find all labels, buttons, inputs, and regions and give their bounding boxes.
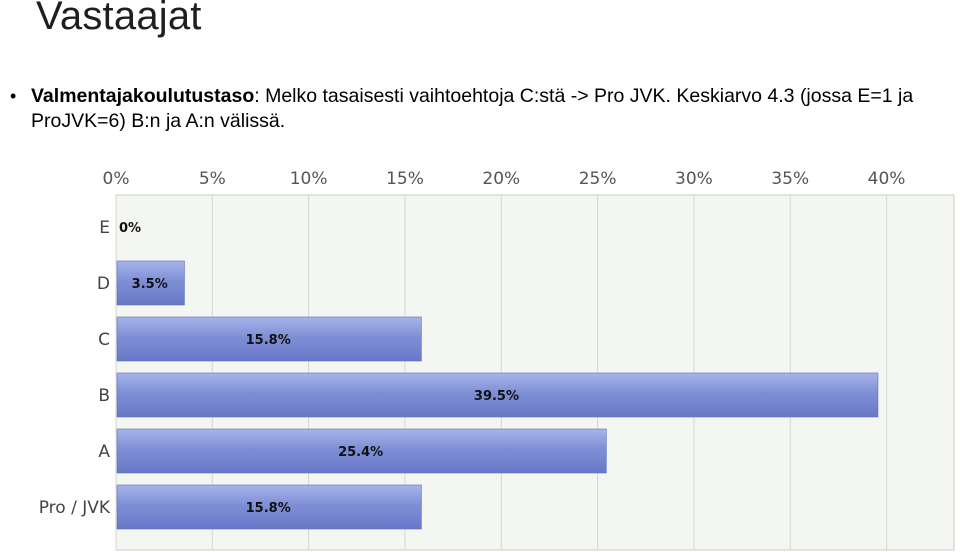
x-tick-label: 30% bbox=[675, 169, 713, 189]
data-label: 0% bbox=[119, 221, 141, 236]
category-label: B bbox=[98, 386, 110, 406]
x-tick-label: 5% bbox=[199, 169, 226, 189]
x-tick-label: 20% bbox=[482, 169, 520, 189]
bullet-dot-icon: • bbox=[10, 86, 17, 106]
category-labels: E D C B A Pro / JVK bbox=[39, 218, 111, 518]
grid-lines bbox=[115, 195, 888, 550]
data-label: 39.5% bbox=[474, 389, 519, 404]
x-tick-label: 15% bbox=[386, 169, 424, 189]
category-label: C bbox=[98, 330, 110, 350]
bar bbox=[116, 428, 607, 474]
bullet-point: • Valmentajakoulutustaso: Melko tasaises… bbox=[10, 84, 955, 134]
category-label: A bbox=[98, 442, 110, 462]
bar bbox=[116, 316, 422, 362]
data-label: 3.5% bbox=[132, 277, 168, 292]
x-tick-label: 10% bbox=[290, 169, 328, 189]
data-label: 25.4% bbox=[338, 445, 383, 460]
x-tick-label: 40% bbox=[868, 169, 906, 189]
bullet-text: Valmentajakoulutustaso: Melko tasaisesti… bbox=[31, 84, 955, 134]
bullet-bold-lead: Valmentajakoulutustaso bbox=[31, 85, 255, 107]
category-label: Pro / JVK bbox=[39, 498, 111, 518]
data-label: 15.8% bbox=[246, 333, 291, 348]
bar-chart: 0% 5% 10% 15% 20% 25% 30% 35% 40% E D C B A Pro / JVK… bbox=[39, 169, 955, 551]
x-tick-label: 0% bbox=[103, 169, 130, 189]
bars bbox=[116, 260, 879, 530]
data-labels: 0% 3.5% 15.8% 39.5% 25.4% 15.8% bbox=[119, 221, 519, 516]
bar bbox=[116, 372, 879, 418]
bullet-body: : Melko tasaisesti vaihtoehtoja C:stä ->… bbox=[31, 85, 914, 132]
slide-title: Vastaajat bbox=[36, 0, 202, 38]
x-axis-ticks: 0% 5% 10% 15% 20% 25% 30% 35% 40% bbox=[103, 169, 906, 189]
category-label: D bbox=[97, 274, 110, 294]
bar bbox=[116, 260, 185, 306]
data-label: 15.8% bbox=[246, 501, 291, 516]
category-label: E bbox=[99, 218, 110, 238]
x-tick-label: 35% bbox=[771, 169, 809, 189]
bar bbox=[116, 484, 422, 530]
x-tick-label: 25% bbox=[579, 169, 617, 189]
